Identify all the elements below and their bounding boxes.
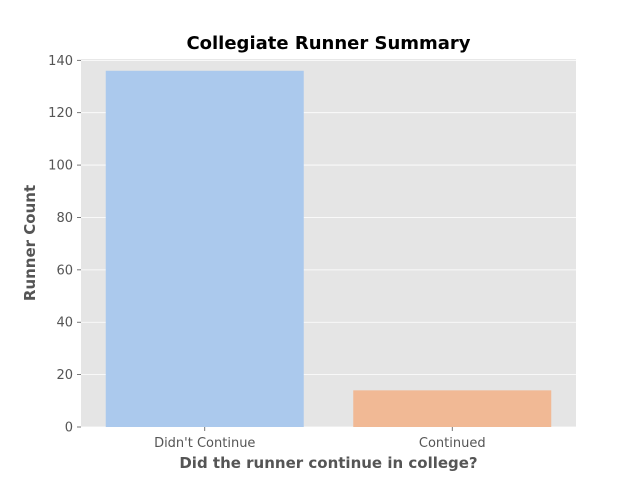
x-axis-label: Did the runner continue in college? [179, 454, 477, 472]
y-tick-label: 60 [56, 263, 73, 278]
x-axis-ticks: Didn't Continue Continued [154, 427, 486, 451]
chart-title: Collegiate Runner Summary [186, 33, 470, 54]
y-tick-label: 120 [48, 106, 73, 121]
y-tick-label: 140 [48, 54, 73, 69]
y-tick-label: 40 [56, 316, 73, 331]
bar-didn-t-continue [105, 70, 304, 428]
x-tick-label: Didn't Continue [154, 436, 255, 451]
y-tick-label: 0 [65, 421, 73, 436]
y-axis-label: Runner Count [21, 185, 39, 301]
y-axis-ticks: 0 20 40 60 80 100 120 140 [48, 54, 81, 436]
bars [105, 70, 552, 428]
y-tick-label: 100 [48, 159, 73, 174]
y-tick-label: 80 [56, 211, 73, 226]
x-tick-label: Continued [419, 436, 486, 451]
y-tick-label: 20 [56, 368, 73, 383]
bar-continued [353, 390, 552, 427]
